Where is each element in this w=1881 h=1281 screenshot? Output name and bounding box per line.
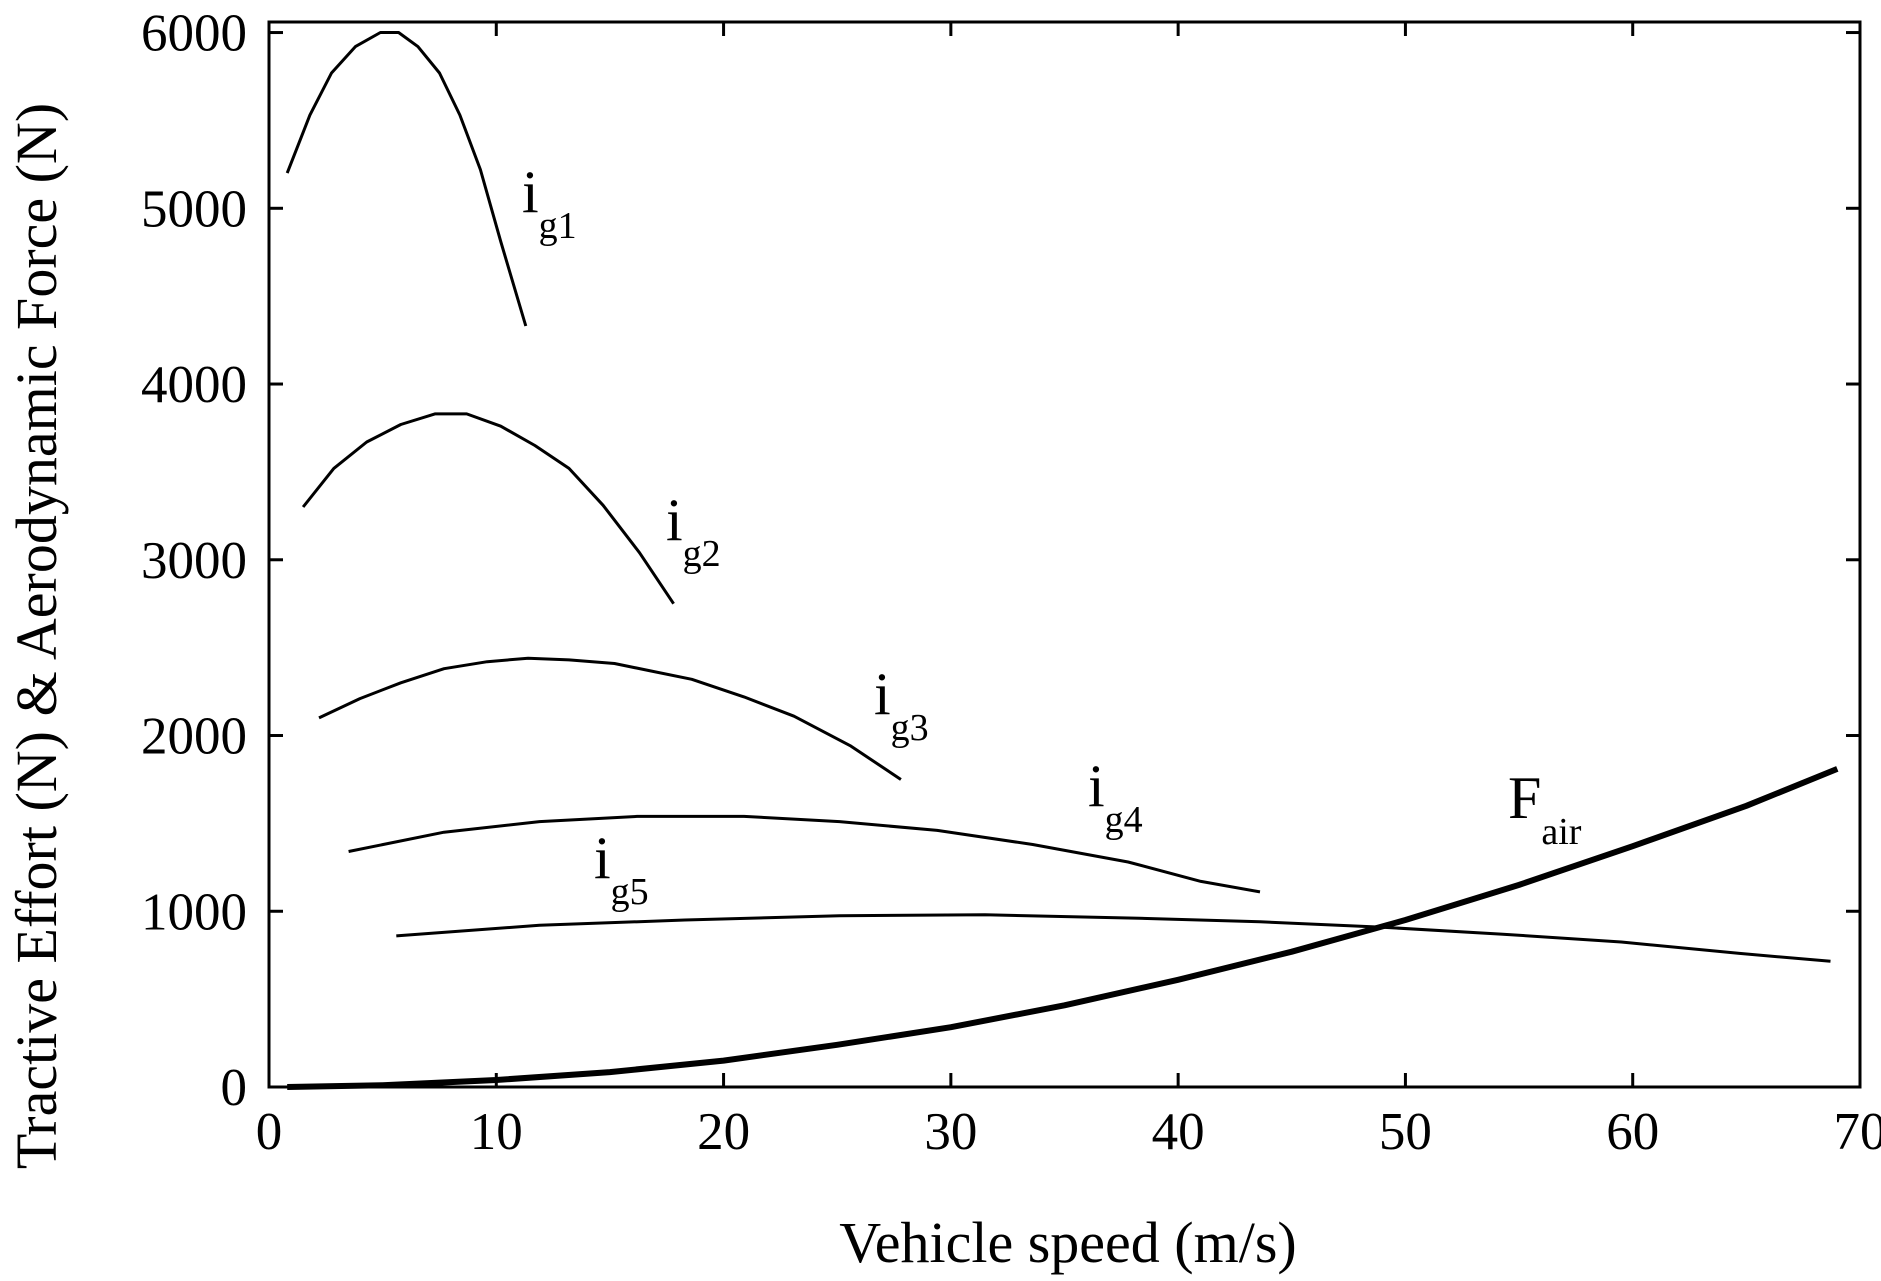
- curve: [301, 412, 675, 605]
- curve: [348, 814, 1261, 894]
- x-tick-label: 60: [1606, 1103, 1659, 1161]
- x-axis-title: Vehicle speed (m/s): [839, 1210, 1296, 1275]
- curve: [396, 913, 1831, 963]
- x-tick-label: 0: [256, 1103, 283, 1161]
- y-tick-label: 3000: [141, 532, 247, 590]
- curve-label-sub: air: [1541, 811, 1581, 853]
- y-tick-label: 4000: [141, 356, 247, 414]
- curve-label-main: i: [666, 487, 683, 553]
- y-tick-label: 2000: [141, 708, 247, 766]
- x-tick-label: 50: [1379, 1103, 1432, 1161]
- curve-label: ig3: [874, 661, 929, 749]
- curve-label: ig2: [666, 487, 721, 575]
- y-tick-label: 5000: [141, 180, 247, 238]
- curve-label-sub: g2: [683, 533, 721, 575]
- y-tick-label: 0: [221, 1059, 248, 1117]
- curve-label-sub: g4: [1105, 799, 1143, 841]
- x-tick-label: 30: [924, 1103, 977, 1161]
- x-tick-label: 10: [470, 1103, 523, 1161]
- x-tick-label: 40: [1152, 1103, 1205, 1161]
- y-tick-label: 1000: [141, 883, 247, 941]
- x-tick-label: 70: [1834, 1103, 1881, 1161]
- curve-label-sub: g1: [539, 205, 577, 247]
- curve-label: ig1: [522, 159, 577, 247]
- y-tick-label: 6000: [141, 5, 247, 63]
- curve-label-sub: g3: [891, 707, 929, 749]
- plot-frame: [267, 20, 1862, 1089]
- curve: [287, 766, 1839, 1090]
- curve-label: ig4: [1088, 753, 1143, 841]
- y-axis-title: Tractive Effort (N) & Aerodynamic Force …: [4, 103, 69, 1169]
- curve-label-main: F: [1508, 765, 1541, 831]
- curve-label-sub: g5: [611, 871, 649, 913]
- curve: [285, 31, 528, 327]
- curve-label-main: i: [522, 159, 539, 225]
- curve-label-main: i: [1088, 753, 1105, 819]
- x-tick-label: 20: [697, 1103, 750, 1161]
- curve: [318, 656, 902, 781]
- curve-label-main: i: [874, 661, 891, 727]
- curve-label: ig5: [594, 825, 649, 913]
- curve-label-main: i: [594, 825, 611, 891]
- curve-label: Fair: [1508, 765, 1582, 853]
